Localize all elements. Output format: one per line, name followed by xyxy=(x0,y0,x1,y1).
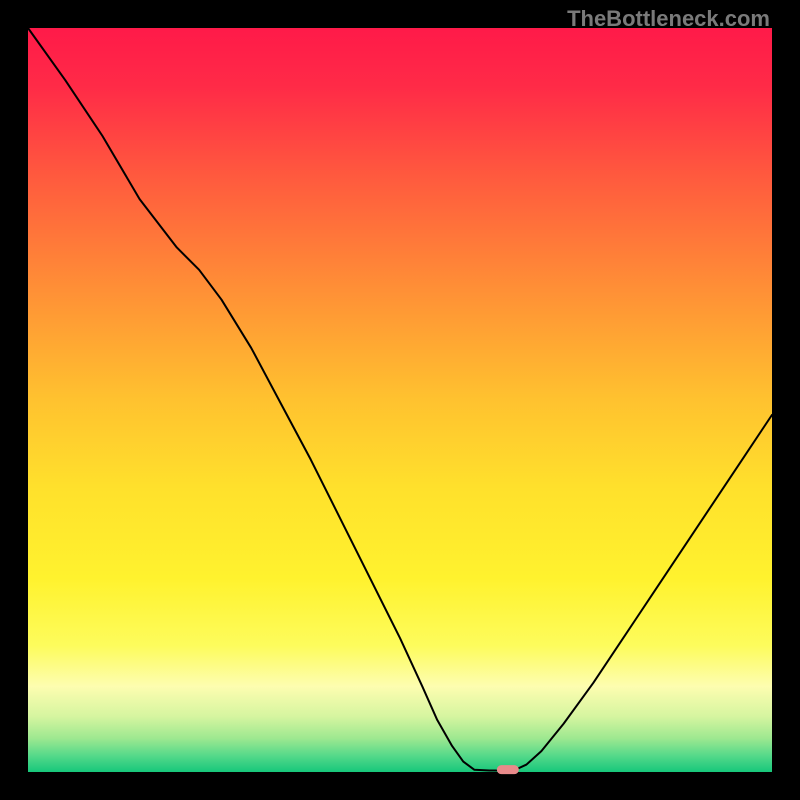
plot-area xyxy=(28,28,772,772)
chart-svg xyxy=(28,28,772,772)
bottleneck-curve xyxy=(28,28,772,771)
optimal-marker xyxy=(497,765,519,775)
watermark-text: TheBottleneck.com xyxy=(567,6,770,32)
